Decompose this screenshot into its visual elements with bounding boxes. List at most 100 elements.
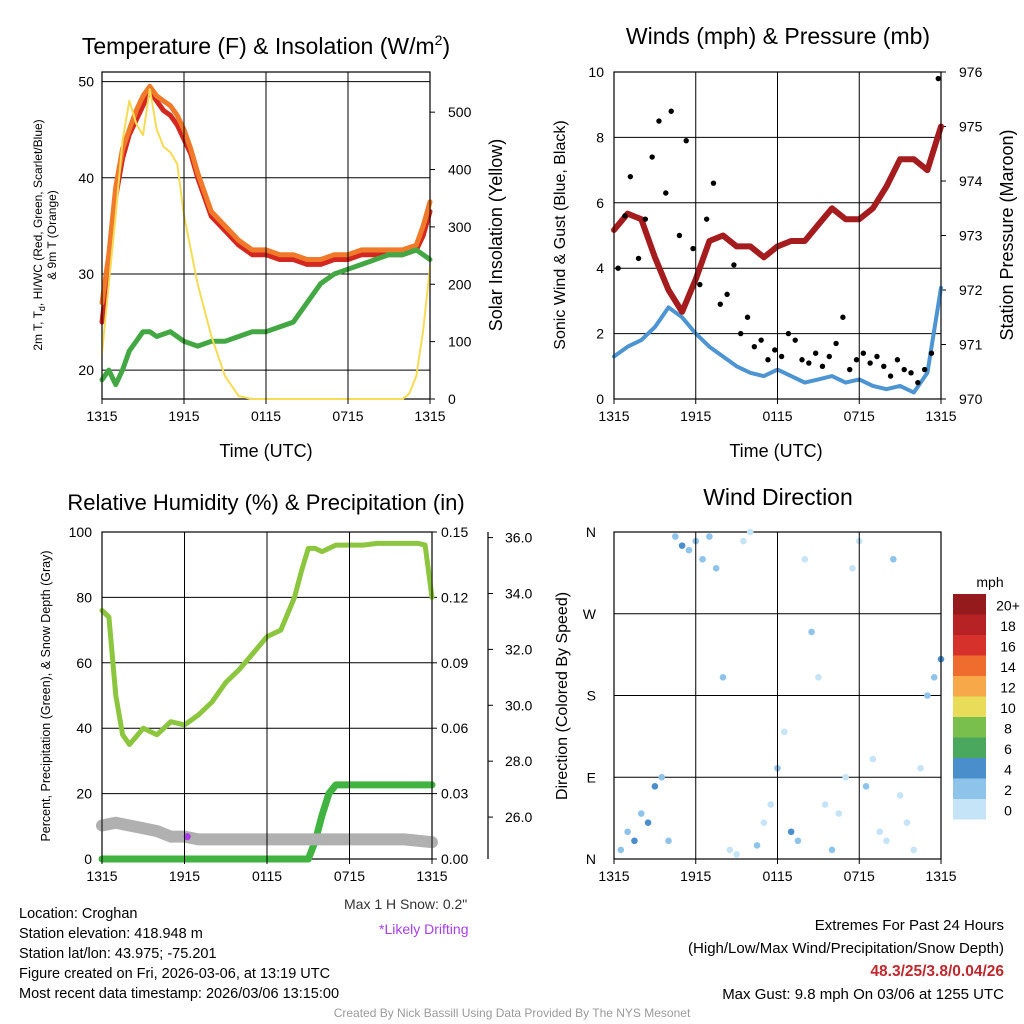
temperature-ytick-label: 50 (78, 74, 94, 90)
direction-point (883, 837, 890, 845)
direction-ylabel: Direction (Colored By Speed) (554, 592, 571, 800)
elevation-text: Station elevation: 418.948 m (19, 926, 203, 942)
humidity-xtick-label: 1315 (416, 868, 447, 884)
direction-point (617, 846, 625, 854)
humidity-series-line (99, 540, 435, 747)
legend-label: 8 (1004, 720, 1012, 736)
direction-point (917, 764, 924, 772)
extremes-values: 48.3/25/3.8/0.04/26 (870, 963, 1004, 980)
direction-point (624, 828, 631, 836)
humidity-ytick-label: 20 (76, 786, 92, 802)
direction-point (753, 842, 761, 849)
humidity-ytick-label: 80 (76, 589, 92, 605)
direction-point (699, 555, 706, 563)
direction-point (835, 810, 843, 817)
gust-point (840, 314, 846, 320)
direction-xtick-label: 0715 (844, 868, 875, 884)
gust-point (921, 366, 928, 373)
gust-point (806, 360, 812, 366)
winds-ytick-label: 6 (596, 195, 604, 211)
direction-point (746, 528, 754, 536)
gust-point (738, 330, 744, 337)
direction-ytick-label: E (587, 769, 596, 785)
legend-label: 6 (1004, 741, 1012, 757)
precip-ytick-label: 0.06 (441, 720, 468, 736)
temperature-series-line (101, 88, 431, 400)
snow-ytick-label: 34.0 (505, 585, 532, 601)
extremes-subtitle: (High/Low/Max Wind/Precipitation/Snow De… (688, 940, 1004, 957)
gust-point (751, 343, 758, 350)
temperature-ylabel: 2m T, Td, HI/WC (Red, Green, Scarlet/Blu… (31, 119, 47, 350)
pressure-ytick-label: 971 (959, 337, 983, 353)
winds-xtick-label: 0715 (844, 408, 875, 424)
gust-point (772, 347, 778, 353)
snow-ytick-label: 32.0 (505, 641, 532, 657)
direction-point (815, 674, 822, 681)
humidity-xtick-label: 1315 (86, 868, 117, 884)
humidity-xtick-label: 1915 (169, 868, 200, 884)
winds-xtick-label: 1915 (680, 408, 711, 424)
temperature-xtick-label: 1915 (168, 408, 199, 424)
gust-point (765, 357, 771, 363)
direction-point (651, 783, 659, 790)
direction-point (910, 846, 918, 854)
credit-text: Created By Nick Bassill Using Data Provi… (333, 1006, 691, 1020)
insolation-ylabel: Solar Insolation (Yellow) (486, 139, 506, 331)
gust-point (622, 213, 628, 219)
legend-label: 4 (1004, 761, 1012, 777)
direction-point (665, 837, 672, 845)
humidity-xtick-label: 0115 (252, 868, 282, 884)
winds-panel: Winds (mph) & Pressure (mb) 0 2 4 6 8 10 970 97… (552, 23, 1017, 461)
gust-point (697, 281, 703, 288)
direction-ytick-label: N (586, 851, 596, 867)
direction-point (801, 555, 809, 563)
temperature-xtick-label: 0115 (251, 408, 281, 424)
direction-point (903, 819, 911, 826)
legend-label: 20+ (996, 597, 1020, 613)
legend-swatch (953, 594, 986, 615)
humidity-ytick-label: 100 (69, 524, 93, 540)
humidity-series-line (98, 781, 436, 863)
direction-point (781, 728, 788, 736)
humidity-series-line (96, 816, 438, 849)
gust-point (642, 216, 649, 222)
legend-label: 2 (1004, 782, 1012, 798)
direction-point (726, 846, 734, 854)
legend-label: 14 (1000, 659, 1016, 675)
precip-ytick-label: 0.09 (441, 655, 468, 671)
direction-point (924, 692, 931, 699)
direction-point (767, 801, 774, 808)
gust-point (894, 357, 901, 363)
gust-point (683, 137, 689, 144)
gust-point (874, 353, 880, 360)
gust-point (615, 265, 621, 271)
direction-title: Wind Direction (703, 484, 853, 510)
humidity-panel: Relative Humidity (%) & Precipitation (i… (39, 490, 532, 884)
pressure-ytick-label: 975 (959, 119, 983, 135)
humidity-ytick-label: 60 (76, 655, 92, 671)
temperature-series-line (99, 247, 433, 388)
temperature-panel: Temperature (F) & Insolation (W/m2) 2030… (31, 32, 506, 461)
direction-xtick-label: 1315 (925, 868, 956, 884)
winds-ytick-label: 8 (596, 129, 604, 145)
direction-point (808, 628, 815, 636)
direction-xtick-label: 0115 (762, 868, 792, 884)
temperature-xlabel: Time (UTC) (219, 441, 312, 461)
direction-xtick-label: 1915 (680, 868, 711, 884)
legend-swatch (953, 778, 986, 799)
direction-point (896, 792, 904, 799)
temperature-ylabel-part: 2m T, T (31, 310, 45, 350)
insolation-ytick-label: 400 (448, 162, 472, 178)
pressure-ytick-label: 973 (959, 228, 983, 244)
pressure-ytick-label: 976 (959, 64, 983, 80)
legend-swatch (953, 799, 986, 820)
winds-ytick-label: 10 (588, 64, 604, 80)
temperature-ylabel-sub: d (37, 306, 47, 311)
gust-point (717, 301, 723, 307)
direction-ytick-label: W (583, 606, 597, 622)
precip-ytick-label: 0.03 (441, 786, 468, 802)
insolation-ytick-label: 300 (448, 219, 472, 235)
gust-point (758, 337, 764, 343)
direction-point (876, 828, 883, 836)
insolation-ytick-label: 200 (448, 276, 472, 292)
